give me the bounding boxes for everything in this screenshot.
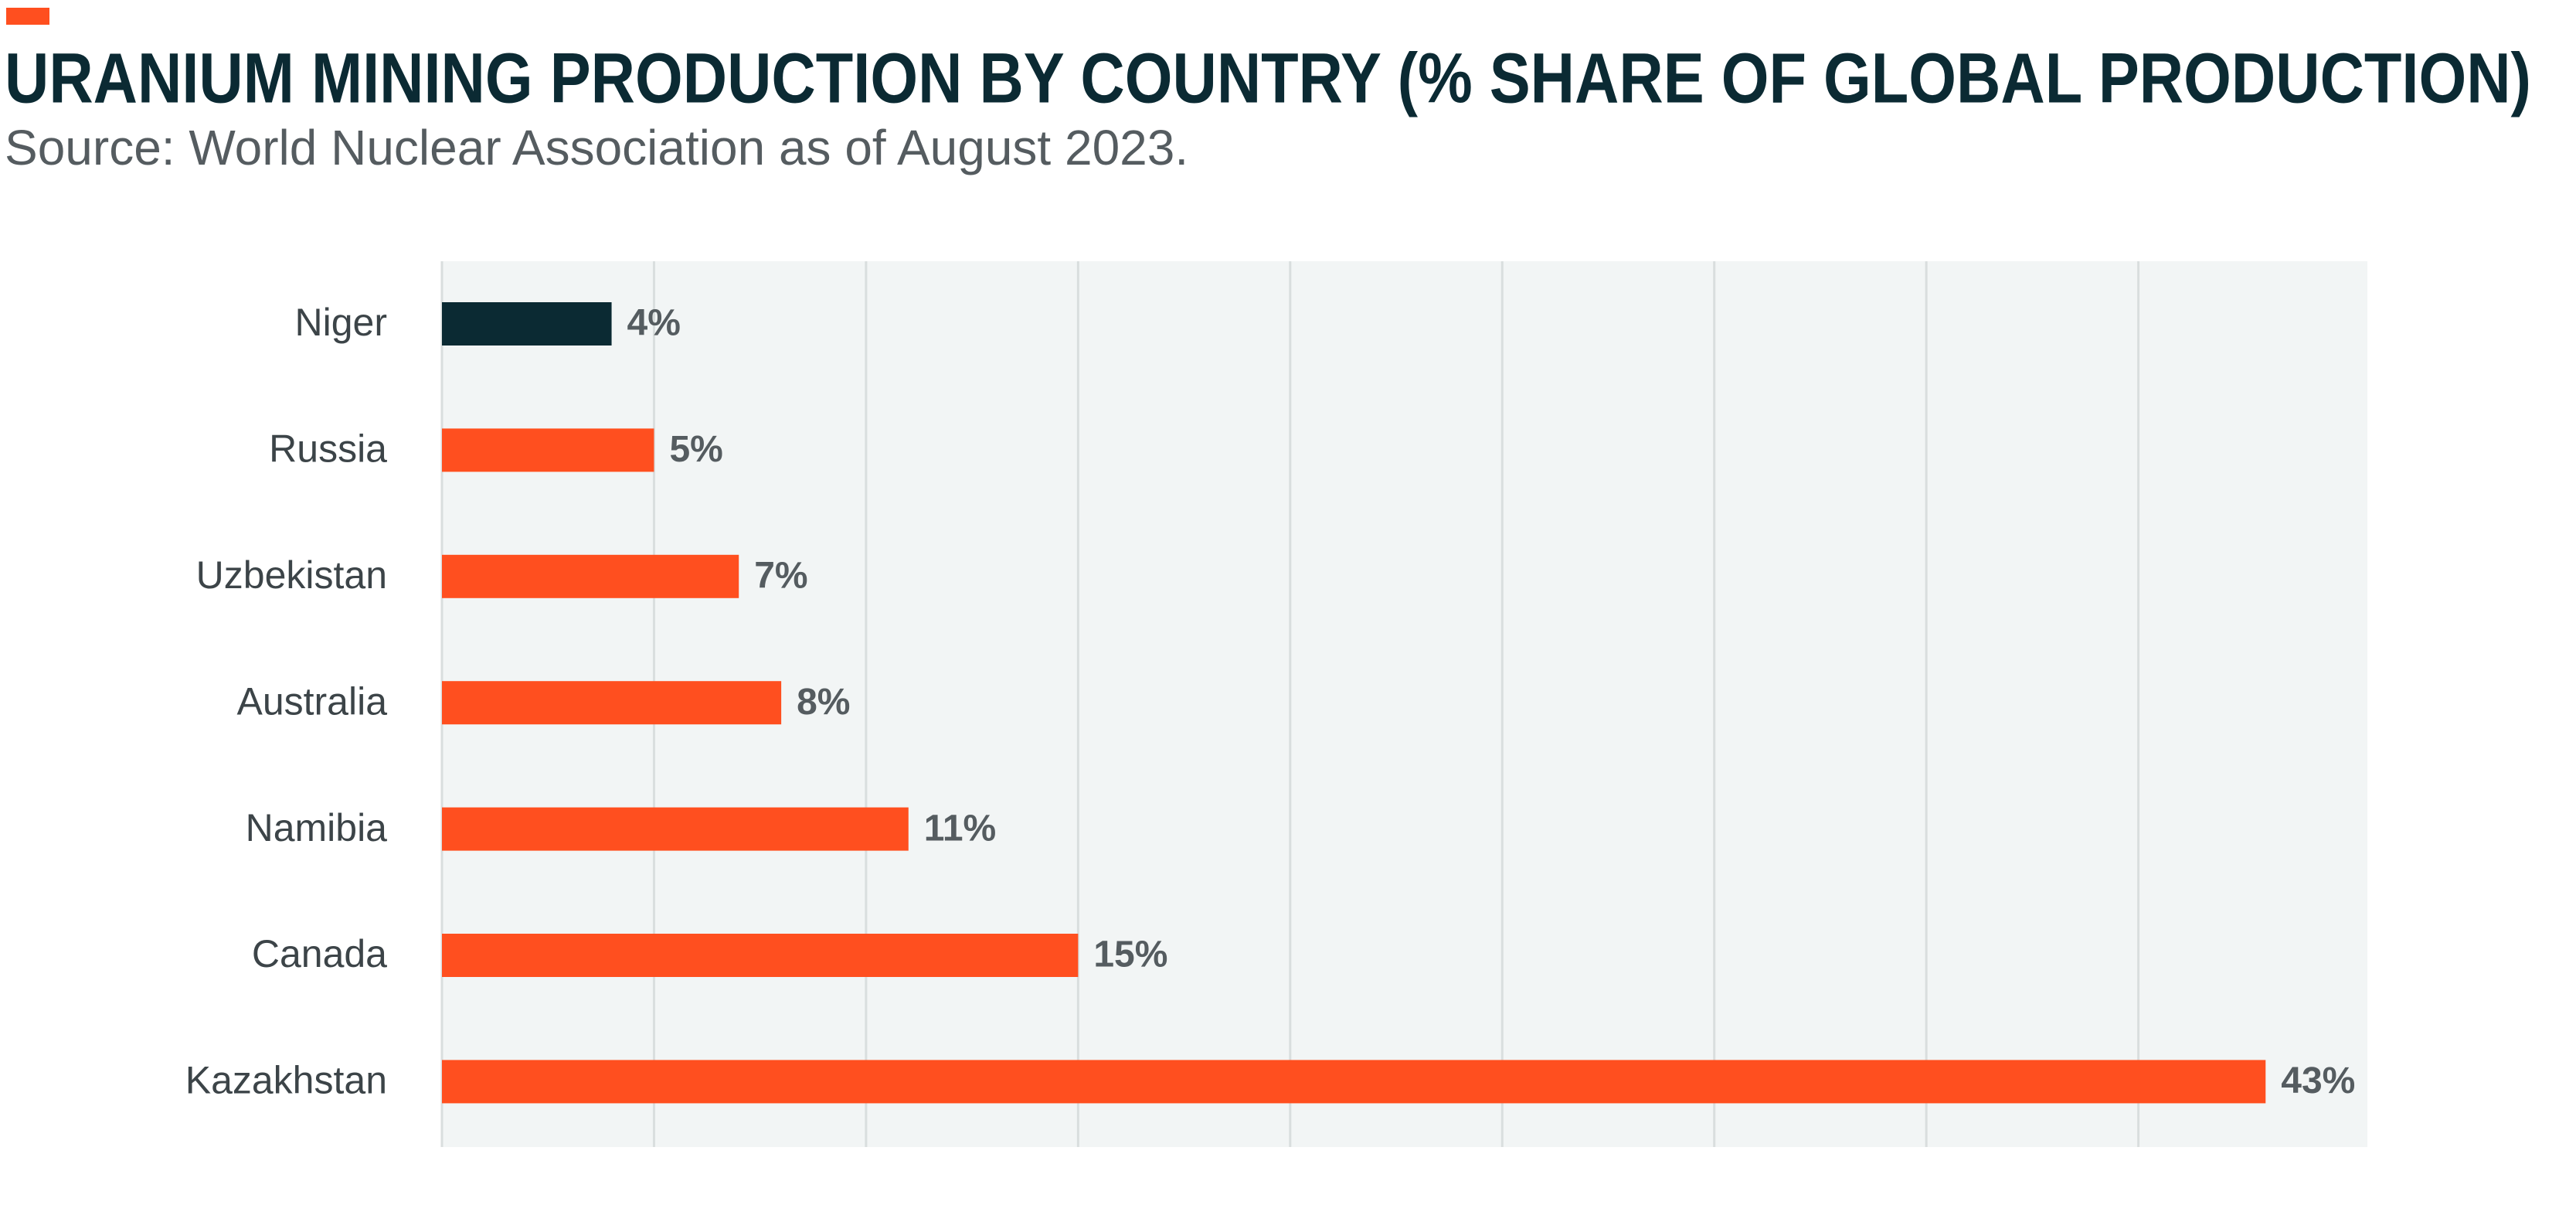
- value-label: 11%: [924, 808, 996, 849]
- category-label: Australia: [236, 679, 387, 723]
- category-label: Uzbekistan: [196, 553, 387, 597]
- bar: [442, 302, 612, 346]
- value-label: 5%: [669, 429, 722, 470]
- bar: [442, 807, 909, 851]
- category-label: Russia: [269, 427, 387, 471]
- chart-subtitle: Source: World Nuclear Association as of …: [5, 120, 1188, 175]
- value-label: 4%: [627, 303, 681, 344]
- category-label: Kazakhstan: [185, 1059, 387, 1102]
- bar: [442, 681, 782, 725]
- category-label: Namibia: [246, 806, 388, 849]
- value-label: 15%: [1093, 934, 1167, 975]
- value-label: 8%: [797, 682, 850, 723]
- bar: [442, 554, 739, 598]
- bar: [442, 428, 654, 472]
- bar: [442, 934, 1079, 977]
- value-label: 7%: [754, 555, 807, 596]
- accent-mark: [6, 8, 49, 25]
- chart-title: URANIUM MINING PRODUCTION BY COUNTRY (% …: [5, 39, 2531, 117]
- category-label: Niger: [295, 301, 387, 344]
- value-label: 43%: [2281, 1060, 2355, 1101]
- bar: [442, 1060, 2266, 1104]
- category-label: Canada: [252, 932, 387, 975]
